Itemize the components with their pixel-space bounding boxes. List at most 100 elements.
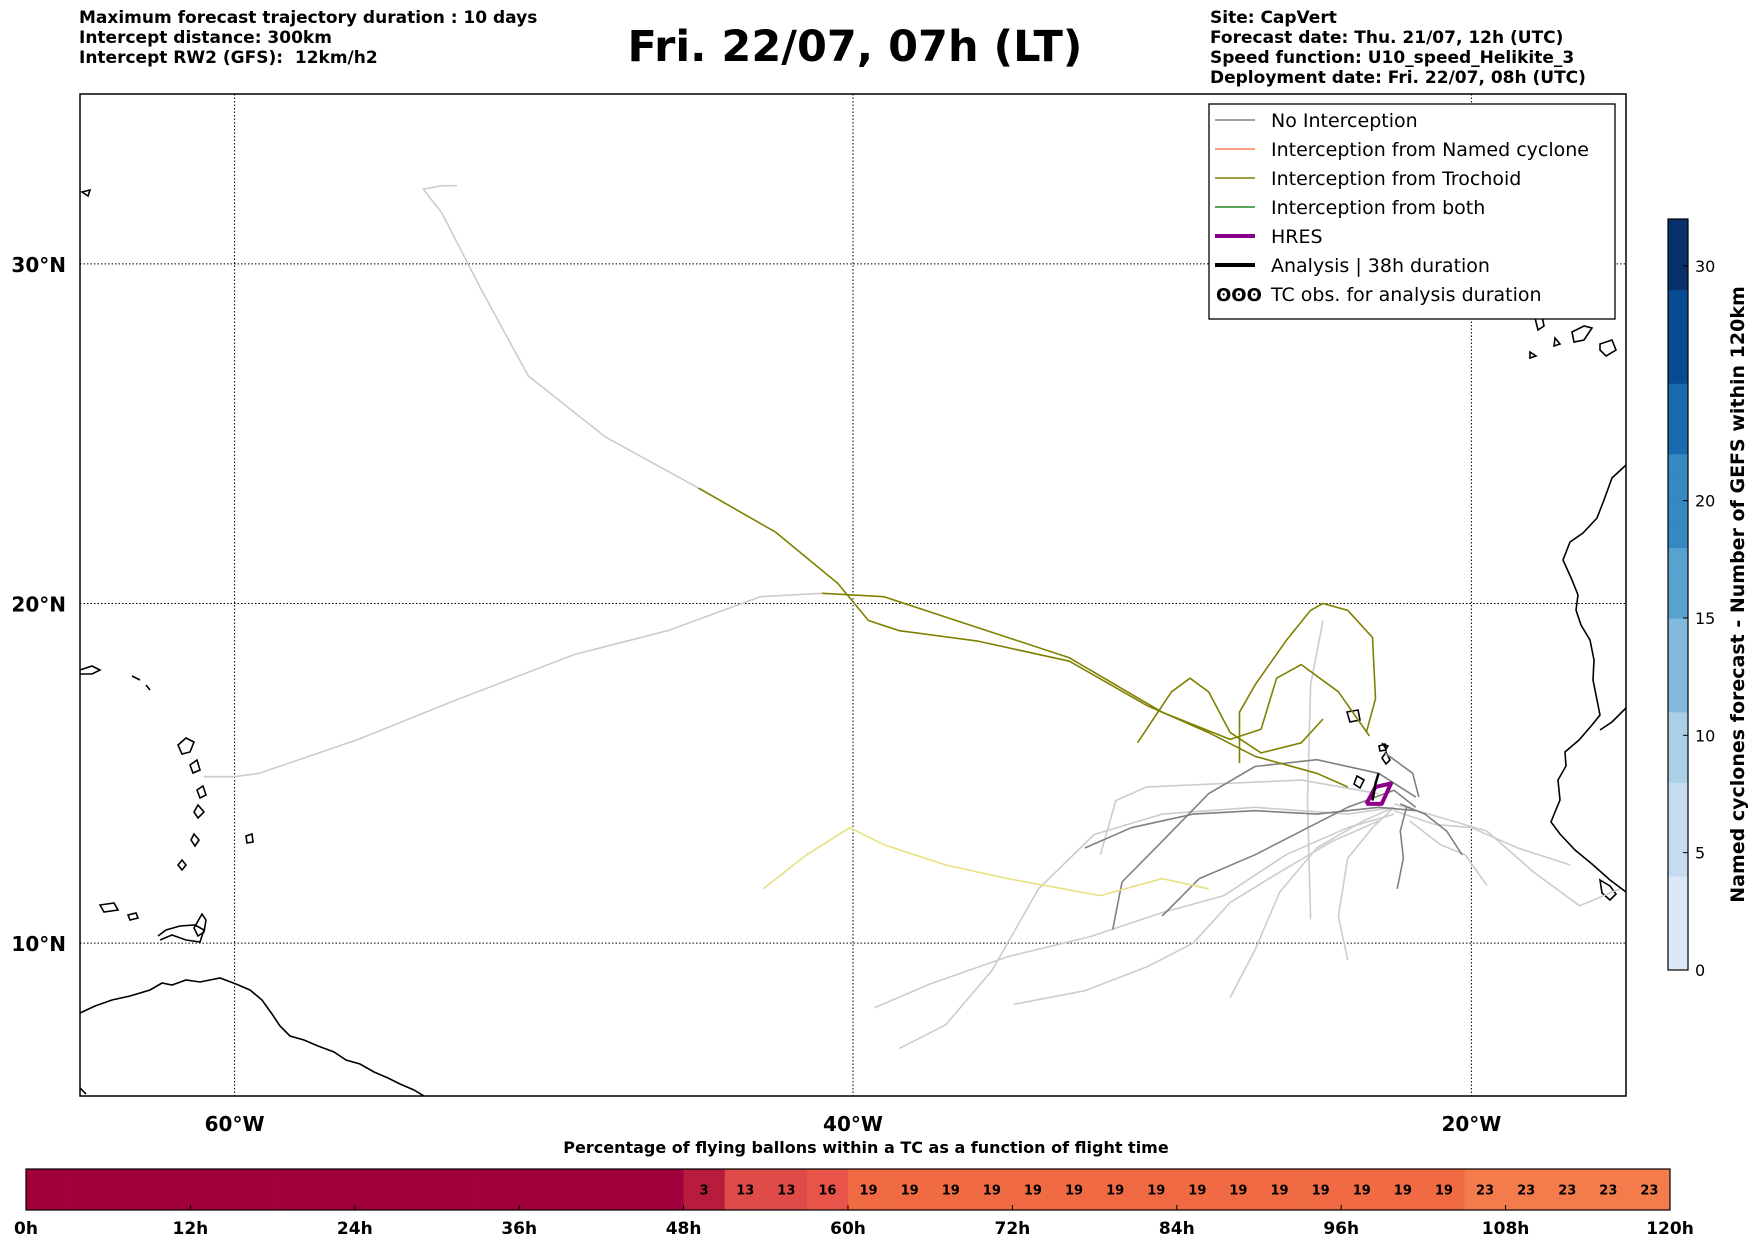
trajectory-none-11 <box>1337 806 1395 961</box>
trajectories <box>203 184 1621 1050</box>
heatmap-cell <box>1423 1169 1465 1210</box>
heatmap-value: 19 <box>1188 1184 1206 1199</box>
heatmap-cell <box>1176 1169 1219 1210</box>
heatmap-cell <box>190 1169 232 1210</box>
colorbar-tick-20: 20 <box>1695 492 1715 511</box>
header-left-line-2: Intercept distance: 300km <box>79 28 332 48</box>
coastline-virgin-islands <box>131 675 151 691</box>
heatmap-value: 19 <box>1353 1184 1371 1199</box>
coastlines <box>80 188 1626 1096</box>
coastline-lesser-antilles-5 <box>190 832 200 848</box>
heatmap-value: 19 <box>901 1184 919 1199</box>
colorbar-segment <box>1668 312 1688 337</box>
trajectory-none-7 <box>874 813 1395 1009</box>
trajectory-trochoid-5 <box>1136 677 1324 754</box>
coastline-africa-bulge <box>1599 707 1626 731</box>
trajectory-none-12 <box>1393 809 1571 866</box>
colorbar-segment <box>1668 641 1688 666</box>
lon-tick-40-w: 40°W <box>823 1112 883 1136</box>
heatmap-tick-48h: 48h <box>666 1219 702 1239</box>
colorbar-segment <box>1668 500 1688 525</box>
heatmap-cell <box>806 1169 849 1210</box>
trajectory-none-21 <box>1399 803 1463 856</box>
heatmap-bar: 3 13 13 16 19 19 19 19 19 19 19 19 19 19 19 19 19 19 19 23 2… <box>14 1168 1694 1239</box>
colorbar: 0 5 10 15 20 30 Named cyclones forecast - Numb… <box>1667 218 1749 980</box>
heatmap-value: 19 <box>942 1184 960 1199</box>
heatmap-cell <box>108 1169 150 1210</box>
coastline-africa <box>1550 464 1626 893</box>
trajectory-trochoid-3 <box>822 592 1371 741</box>
heatmap-cell <box>519 1169 561 1210</box>
map-frame <box>79 93 1627 1097</box>
coastline-canary-5 <box>1529 350 1538 360</box>
heatmap-cell <box>1382 1169 1424 1210</box>
trajectory-none-15 <box>1409 820 1488 886</box>
coastline-lesser-antilles-2 <box>189 758 201 775</box>
colorbar-segment <box>1668 758 1688 783</box>
colorbar-segment <box>1668 547 1688 572</box>
trajectory-none-9 <box>1013 820 1379 1006</box>
colorbar-segment <box>1668 242 1688 267</box>
legend-symbol-tc-obs-for-analysis-duration: ʘʘʘ <box>1216 285 1262 306</box>
coastline-lesser-antilles-1 <box>177 737 196 755</box>
colorbar-segment <box>1668 923 1688 948</box>
heatmap-cell <box>930 1169 972 1210</box>
lat-tick-20-n: 20°N <box>11 592 66 616</box>
heatmap-value: 13 <box>777 1184 795 1199</box>
heatmap-tick-24h: 24h <box>337 1219 373 1239</box>
coastline-barbados <box>245 832 254 844</box>
colorbar-segment <box>1668 664 1688 689</box>
heatmap-cell <box>1094 1169 1136 1210</box>
trajectory-none-22 <box>1384 752 1420 798</box>
colorbar-segment <box>1668 383 1688 408</box>
heatmap-value: 3 <box>700 1184 709 1199</box>
heatmap-value: 19 <box>1229 1184 1247 1199</box>
heatmap-value: 19 <box>860 1184 878 1199</box>
trajectory-none-8 <box>899 806 1395 1050</box>
coastline-trinidad <box>193 912 207 938</box>
colorbar-segment <box>1668 711 1688 736</box>
header-left-line-3: Intercept RW2 (GFS): 12km/h2 <box>79 48 378 68</box>
coastline-aruba-curacao <box>98 902 140 921</box>
heatmap-tick-72h: 72h <box>995 1219 1031 1239</box>
coastline-cape-verde-4 <box>1353 774 1366 790</box>
lon-tick-labels: 60°W 40°W 20°W <box>205 1112 1502 1136</box>
coastline-canary-3 <box>1599 339 1617 358</box>
heatmap-tick-12h: 12h <box>173 1219 209 1239</box>
legend-label-tc-obs-for-analysis-duration: TC obs. for analysis duration <box>1270 284 1542 306</box>
heatmap-cell <box>67 1169 109 1210</box>
heatmap-value: 19 <box>1106 1184 1124 1199</box>
colorbar-tick-30: 30 <box>1695 257 1715 276</box>
heatmap-value: 23 <box>1640 1184 1658 1199</box>
heatmap-value: 19 <box>1435 1184 1453 1199</box>
colorbar-segment <box>1668 782 1688 807</box>
coastline-lesser-antilles-3 <box>196 784 207 800</box>
colorbar-segment <box>1668 359 1688 384</box>
colorbar-frame <box>1667 218 1689 971</box>
heatmap-cell <box>1135 1169 1178 1210</box>
heatmap-cell <box>683 1169 725 1210</box>
heatmap-cell <box>601 1169 643 1210</box>
trajectory-none-14 <box>1099 779 1379 856</box>
colorbar-segment <box>1668 336 1688 361</box>
heatmap-cell <box>1628 1169 1671 1210</box>
colorbar-segment <box>1668 805 1688 830</box>
heatmap-value: 23 <box>1517 1184 1535 1199</box>
heatmap-value: 23 <box>1476 1184 1494 1199</box>
trajectory-trochoid-2 <box>698 487 1349 788</box>
lon-tick-20-w: 20°W <box>1441 1112 1501 1136</box>
coastline-south-america <box>80 977 425 1096</box>
colorbar-label: Named cyclones forecast - Number of GEFS… <box>1727 286 1749 903</box>
colorbar-segment <box>1668 453 1688 478</box>
colorbar-segment <box>1668 430 1688 455</box>
trajectory-none-16 <box>1306 620 1324 920</box>
heatmap-value: 19 <box>1271 1184 1289 1199</box>
heatmap-cell <box>26 1169 68 1210</box>
heatmap-cell <box>971 1169 1013 1210</box>
colorbar-segment <box>1668 688 1688 713</box>
heatmap-value: 19 <box>1312 1184 1330 1199</box>
coastline-cape-verde-5 <box>1381 742 1390 751</box>
coastline-canary-4 <box>1553 336 1562 348</box>
heatmap-value: 19 <box>983 1184 1001 1199</box>
header-left-line-1: Maximum forecast trajectory duration : 1… <box>79 8 538 28</box>
